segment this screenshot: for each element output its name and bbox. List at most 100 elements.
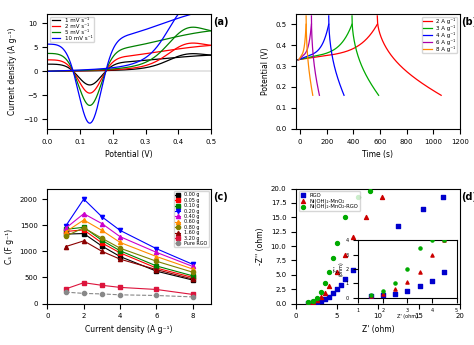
1.60 g [81,239,87,243]
Line: 5 mV s⁻¹: 5 mV s⁻¹ [47,27,211,71]
1 mV s⁻¹ [141,66,146,70]
3 A g⁻¹ [349,22,355,26]
0.60 g [190,267,196,271]
Ni(OH)₂-MnO₂ [321,290,328,296]
1 mV s⁻¹ [154,63,160,67]
2 A g⁻¹ [326,53,332,57]
Line: 0.40 g: 0.40 g [64,211,195,268]
6 A g⁻¹ [309,22,314,26]
6 A g⁻¹ [301,53,307,57]
10 mV s⁻¹ [73,68,79,72]
8 A g⁻¹ [303,22,309,26]
1.60 g [63,245,68,249]
Ni(OH)₂-MnO₂-RGO [366,189,374,194]
2 A g⁻¹ [304,56,310,60]
Line: 0.10 g: 0.10 g [64,225,195,278]
Ni(OH)₂-MnO₂-RGO [329,255,337,260]
2 A g⁻¹ [320,54,326,58]
10 mV s⁻¹ [168,24,173,28]
Ni(OH)₂-MnO₂ [362,215,369,220]
10 mV s⁻¹ [87,68,92,72]
X-axis label: Z' (ohm): Z' (ohm) [362,325,394,334]
2 mV s⁻¹ [141,64,146,68]
Pure RGO [81,291,87,295]
1 mV s⁻¹ [73,69,79,73]
0.00 g [117,255,123,259]
8 A g⁻¹ [301,46,307,50]
Text: (c): (c) [213,192,228,202]
6 A g⁻¹ [296,58,301,62]
4 A g⁻¹ [315,49,320,53]
5 mV s⁻¹ [208,29,214,33]
0.60 g [154,255,159,259]
RGO [395,223,402,229]
Legend: RGO, Ni(OH)₂-MnO₂, Ni(OH)₂-MnO₂-RGO: RGO, Ni(OH)₂-MnO₂, Ni(OH)₂-MnO₂-RGO [299,191,360,211]
0.20 g [99,215,105,219]
Ni(OH)₂-MnO₂-RGO [321,281,328,286]
0.00 g [63,232,68,236]
0.20 g [154,247,159,251]
2 mV s⁻¹ [118,67,124,71]
4 A g⁻¹ [318,46,323,50]
1 mV s⁻¹ [208,53,214,57]
8 A g⁻¹ [296,58,301,62]
8 A g⁻¹ [301,45,307,49]
4 A g⁻¹ [305,54,311,58]
5 mV s⁻¹ [154,53,160,58]
4 A g⁻¹ [299,56,305,60]
1.60 g [99,249,105,253]
3 A g⁻¹ [329,49,335,53]
Line: Pure RGO: Pure RGO [64,290,195,299]
3 A g⁻¹ [312,54,318,58]
RGO [305,300,312,306]
0.60 g [99,228,105,233]
4 A g⁻¹ [295,58,301,62]
0.40 g [117,235,123,239]
RGO [317,298,325,304]
4 A g⁻¹ [318,45,323,49]
0.00 g [81,231,87,236]
2 mV s⁻¹ [87,69,92,73]
RGO [374,240,382,246]
1 mV s⁻¹ [45,69,50,73]
0.05 g [63,229,68,234]
Ni(OH)₂-MnO₂-RGO [309,298,316,304]
0.10 g [63,227,68,231]
2 A g⁻¹ [295,58,301,62]
2 mV s⁻¹ [190,41,196,45]
10 mV s⁻¹ [45,69,50,73]
0.80 g [154,259,159,263]
Pure RGO [190,295,196,299]
1 mV s⁻¹ [190,52,196,56]
5 mV s⁻¹ [45,69,50,73]
5 mV s⁻¹ [190,25,196,29]
Line: 0.20 g: 0.20 g [64,197,195,266]
2 A g⁻¹ [345,49,351,53]
Y-axis label: Current density (A g⁻¹): Current density (A g⁻¹) [8,28,17,115]
RGO [329,290,337,296]
3.20 g [154,287,159,292]
0.40 g [99,221,105,226]
1.60 g [117,257,123,261]
RGO [333,286,341,292]
2 mV s⁻¹ [73,69,79,73]
RGO [313,299,320,305]
Line: 8 A g⁻¹: 8 A g⁻¹ [299,24,306,60]
Line: 2 A g⁻¹: 2 A g⁻¹ [298,24,377,60]
Y-axis label: Cₛ (F g⁻¹): Cₛ (F g⁻¹) [5,228,14,264]
0.10 g [99,238,105,243]
0.10 g [81,225,87,229]
3.20 g [99,283,105,287]
0.60 g [63,230,68,234]
Line: 0.60 g: 0.60 g [64,218,195,271]
Ni(OH)₂-MnO₂ [309,299,316,305]
Y-axis label: Potential (V): Potential (V) [261,48,270,95]
0.20 g [81,197,87,201]
0.40 g [81,211,87,216]
Ni(OH)₂-MnO₂-RGO [325,269,333,275]
0.05 g [117,251,123,255]
8 A g⁻¹ [301,49,306,53]
RGO [341,277,349,282]
0.40 g [63,226,68,230]
Line: 1 mV s⁻¹: 1 mV s⁻¹ [47,54,211,71]
